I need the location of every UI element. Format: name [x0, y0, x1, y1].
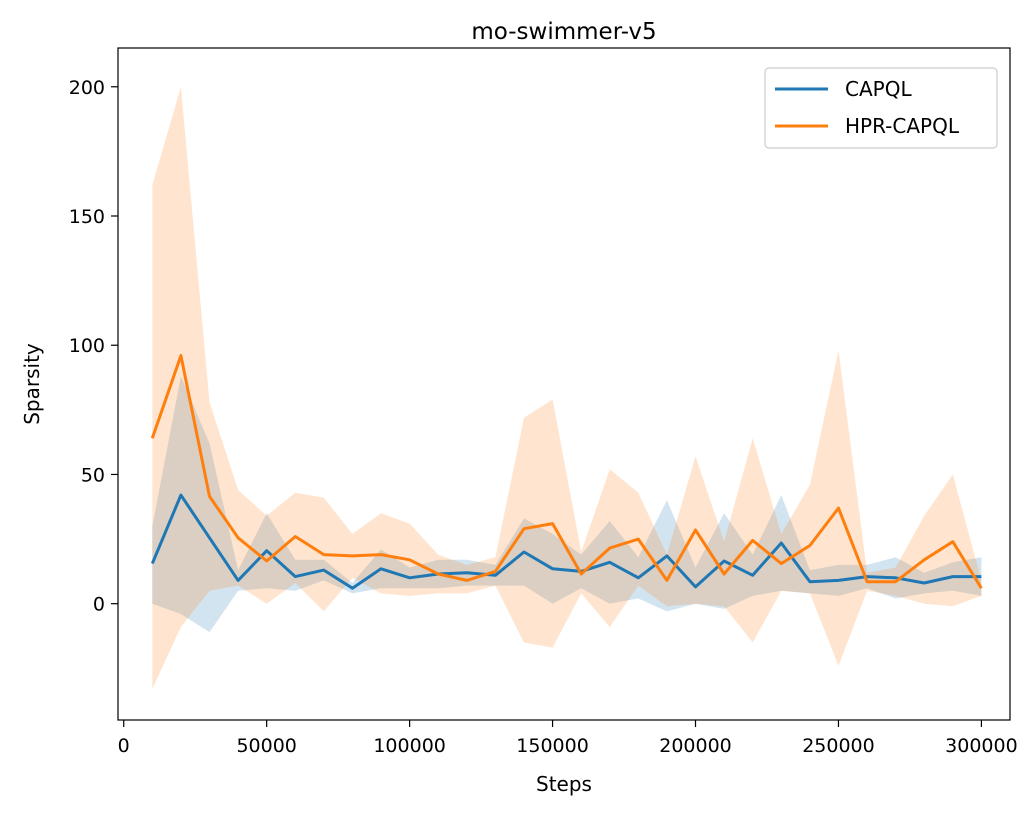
- y-tick-label: 150: [69, 206, 105, 228]
- x-tick-label: 150000: [516, 735, 589, 757]
- legend-label-capql: CAPQL: [845, 77, 912, 101]
- band-hpr-capql: [152, 86, 982, 690]
- x-tick-label: 250000: [802, 735, 875, 757]
- x-tick-label: 300000: [945, 735, 1018, 757]
- chart-title: mo-swimmer-v5: [471, 19, 656, 45]
- y-tick-label: 0: [93, 594, 105, 616]
- y-axis-label: Sparsity: [20, 343, 44, 425]
- y-axis-ticks: 0 50 100 150 200: [69, 77, 118, 616]
- legend-label-hpr-capql: HPR-CAPQL: [845, 114, 960, 138]
- y-tick-label: 100: [69, 335, 105, 357]
- line-hpr-capql: [150, 354, 983, 589]
- x-tick-label: 200000: [659, 735, 732, 757]
- legend: CAPQL HPR-CAPQL: [764, 67, 998, 149]
- line-capql: [150, 493, 982, 590]
- x-tick-label: 50000: [236, 735, 296, 757]
- y-tick-label: 200: [69, 77, 105, 99]
- x-tick-label: 0: [118, 735, 130, 757]
- y-tick-label: 50: [81, 464, 105, 486]
- series-lines: [150, 354, 983, 590]
- x-axis-ticks: 0 50000 100000 150000 200000 250000 300000: [118, 720, 1018, 757]
- x-axis-label: Steps: [536, 772, 592, 796]
- x-tick-label: 100000: [373, 735, 446, 757]
- plot-frame: [117, 47, 1011, 721]
- confidence-bands: [152, 86, 982, 690]
- band-capql: [152, 376, 982, 633]
